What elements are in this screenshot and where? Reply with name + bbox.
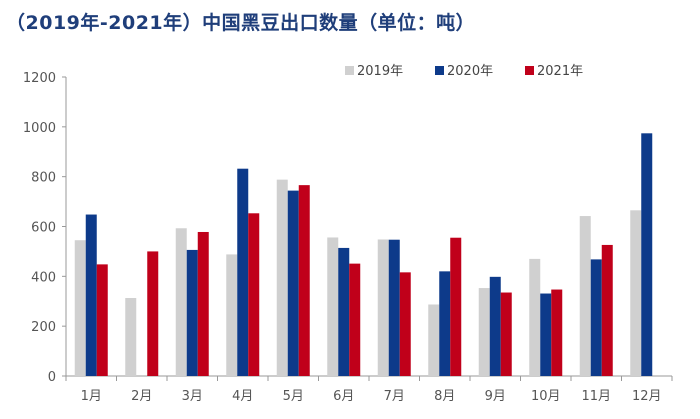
x-tick-label: 5月 <box>283 389 304 404</box>
bar-2021年-3月 <box>197 231 209 376</box>
bar-2021年-1月 <box>96 264 108 376</box>
chart-axes: 0 200 400 600 800 1000 1200 1月 2月 3月 4月 5月 6月 7月 8月 9月 1… <box>23 71 673 404</box>
bar-2021年-6月 <box>349 263 361 376</box>
bar-2020年-8月 <box>439 271 451 376</box>
bar-2019年-1月 <box>74 240 86 376</box>
bar-2021年-2月 <box>147 251 159 376</box>
bar-2020年-10月 <box>540 293 552 376</box>
legend-swatch <box>345 66 354 75</box>
bar-2019年-6月 <box>327 237 339 376</box>
x-tick-label: 2月 <box>131 389 152 404</box>
legend-swatch <box>435 66 444 75</box>
x-tick-label: 9月 <box>485 389 506 404</box>
bar-2019年-4月 <box>226 254 238 376</box>
bar-2020年-5月 <box>287 190 299 376</box>
bar-2019年-5月 <box>276 179 288 376</box>
bar-2020年-1月 <box>85 214 97 376</box>
x-tick-label: 1月 <box>81 389 102 404</box>
bar-2021年-7月 <box>399 272 411 376</box>
bar-2020年-12月 <box>641 133 653 376</box>
legend-label: 2021年 <box>537 64 583 79</box>
chart-bars <box>74 133 653 376</box>
bar-2019年-11月 <box>579 216 591 376</box>
x-tick-label: 6月 <box>333 389 354 404</box>
x-tick-label: 3月 <box>182 389 203 404</box>
y-tick-label: 400 <box>31 270 56 285</box>
bar-2019年-7月 <box>377 239 389 376</box>
y-tick-label: 0 <box>48 370 56 385</box>
bar-2021年-10月 <box>551 289 563 376</box>
x-tick-label: 12月 <box>632 389 662 404</box>
bar-2020年-3月 <box>186 249 198 376</box>
bar-2020年-4月 <box>237 168 249 376</box>
bar-2019年-9月 <box>478 288 490 376</box>
legend-swatch <box>525 66 534 75</box>
bar-2019年-2月 <box>125 298 137 376</box>
bar-2020年-7月 <box>388 239 400 376</box>
bar-2021年-4月 <box>248 213 260 376</box>
bar-2019年-10月 <box>529 258 541 376</box>
bar-2021年-11月 <box>601 244 613 376</box>
x-tick-label: 8月 <box>434 389 455 404</box>
bar-2021年-9月 <box>500 292 512 376</box>
bar-2019年-8月 <box>428 304 440 376</box>
bar-2019年-3月 <box>175 228 187 376</box>
y-tick-label: 1200 <box>23 71 56 86</box>
chart-title: （2019年-2021年）中国黑豆出口数量（单位：吨） <box>6 12 476 34</box>
y-tick-label: 1000 <box>23 121 56 136</box>
x-tick-label: 11月 <box>581 389 611 404</box>
bar-2021年-8月 <box>450 237 462 376</box>
legend-label: 2019年 <box>357 64 403 79</box>
x-tick-label: 10月 <box>531 389 561 404</box>
legend-label: 2020年 <box>447 64 493 79</box>
chart-legend: 2019年 2020年 2021年 <box>345 64 583 79</box>
y-tick-label: 600 <box>31 221 56 236</box>
bar-2020年-6月 <box>338 247 350 376</box>
x-tick-label: 7月 <box>384 389 405 404</box>
bar-2020年-9月 <box>489 276 501 376</box>
y-tick-label: 200 <box>31 320 56 335</box>
y-tick-label: 800 <box>31 171 56 186</box>
bar-2021年-5月 <box>298 185 310 376</box>
x-tick-label: 4月 <box>232 389 253 404</box>
bar-2020年-11月 <box>590 259 602 376</box>
bar-2019年-12月 <box>630 210 642 376</box>
